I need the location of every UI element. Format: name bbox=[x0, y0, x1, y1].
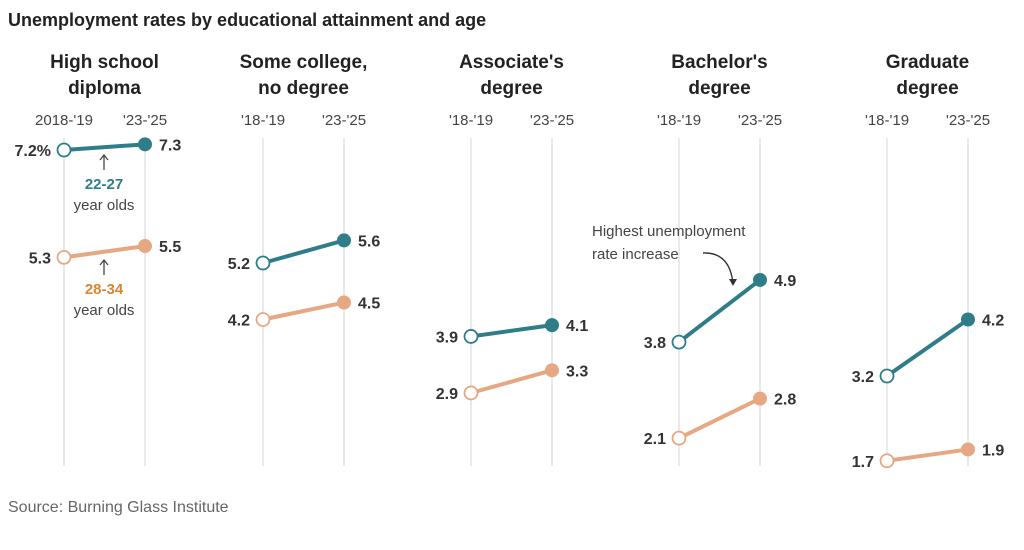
point-end-22-27 bbox=[138, 137, 152, 152]
data-label: 7.3 bbox=[159, 137, 181, 154]
point-start-28-34 bbox=[463, 385, 479, 401]
data-label: 7.2% bbox=[15, 143, 51, 160]
data-label: 4.2 bbox=[982, 313, 1004, 330]
data-label: 5.3 bbox=[29, 250, 51, 267]
panel-title: degree bbox=[480, 78, 542, 99]
point-end-28-34 bbox=[545, 363, 559, 378]
point-start-22-27 bbox=[879, 368, 895, 384]
slope-line-22-27 bbox=[677, 278, 762, 344]
data-label: 2.9 bbox=[436, 386, 458, 403]
panel-title: no degree bbox=[258, 78, 349, 99]
data-label: 1.9 bbox=[982, 442, 1004, 459]
curved-arrow-icon bbox=[702, 252, 734, 285]
period-label: '23-'25 bbox=[738, 112, 782, 129]
data-label: 4.2 bbox=[228, 313, 250, 330]
point-start-22-27 bbox=[463, 329, 479, 344]
annotation-text: Highest unemployment bbox=[592, 223, 746, 240]
slope-line-28-34 bbox=[63, 244, 146, 260]
arrow-icon bbox=[99, 153, 109, 161]
period-label: 2018-'19 bbox=[35, 112, 93, 129]
source-note: Source: Burning Glass Institute bbox=[8, 499, 229, 516]
panel-title: Some college, bbox=[240, 52, 368, 73]
data-label: 4.1 bbox=[566, 318, 588, 335]
data-label: 3.9 bbox=[436, 329, 458, 346]
slope-line-28-34 bbox=[470, 368, 553, 395]
slope-line-22-27 bbox=[470, 323, 553, 339]
panel-title: High school bbox=[50, 52, 159, 73]
arrowhead-icon bbox=[729, 279, 737, 286]
panel-title: diploma bbox=[68, 78, 141, 99]
slope-line-28-34 bbox=[262, 300, 345, 322]
period-label: '23-'25 bbox=[946, 112, 990, 129]
point-end-22-27 bbox=[545, 318, 559, 333]
panel-title: degree bbox=[896, 78, 958, 99]
point-start-28-34 bbox=[255, 312, 271, 327]
point-end-28-34 bbox=[753, 391, 767, 406]
point-end-28-34 bbox=[138, 239, 152, 254]
period-label: '18-'19 bbox=[241, 112, 285, 129]
group-sublabel: year olds bbox=[74, 197, 135, 214]
point-start-22-27 bbox=[671, 334, 687, 350]
data-label: 5.2 bbox=[228, 256, 250, 273]
point-end-28-34 bbox=[337, 295, 351, 310]
data-label: 2.1 bbox=[644, 431, 666, 448]
panel-title: Graduate bbox=[886, 52, 969, 73]
data-label: 1.7 bbox=[852, 454, 874, 471]
chart-title: Unemployment rates by educational attain… bbox=[8, 10, 487, 30]
period-label: '18-'19 bbox=[865, 112, 909, 129]
point-start-28-34 bbox=[879, 453, 895, 469]
slope-line-28-34 bbox=[886, 447, 969, 463]
data-label: 3.2 bbox=[852, 369, 874, 386]
point-end-28-34 bbox=[961, 442, 975, 457]
period-label: '18-'19 bbox=[449, 112, 493, 129]
point-end-22-27 bbox=[337, 233, 351, 248]
panel-title: Bachelor's bbox=[671, 52, 767, 73]
data-label: 4.5 bbox=[358, 296, 380, 313]
data-label: 5.5 bbox=[159, 239, 181, 256]
period-label: '23-'25 bbox=[123, 112, 167, 129]
panel-title: Associate's bbox=[459, 52, 564, 73]
period-label: '23-'25 bbox=[530, 112, 574, 129]
group-label: 22-27 bbox=[85, 176, 123, 193]
point-start-28-34 bbox=[671, 430, 687, 446]
period-label: '23-'25 bbox=[322, 112, 366, 129]
data-label: 4.9 bbox=[774, 273, 796, 290]
slope-line-22-27 bbox=[63, 142, 146, 152]
slope-line-22-27 bbox=[262, 238, 345, 265]
data-label: 3.3 bbox=[566, 363, 588, 380]
group-label: 28-34 bbox=[85, 281, 124, 298]
point-start-28-34 bbox=[56, 249, 72, 265]
panel-title: degree bbox=[688, 78, 750, 99]
arrow-icon bbox=[99, 258, 109, 266]
point-start-22-27 bbox=[56, 142, 72, 158]
point-end-22-27 bbox=[753, 272, 767, 287]
data-label: 5.6 bbox=[358, 233, 380, 250]
slope-line-28-34 bbox=[678, 396, 761, 440]
point-start-22-27 bbox=[255, 255, 271, 271]
group-sublabel: year olds bbox=[74, 302, 135, 319]
data-label: 3.8 bbox=[644, 335, 666, 352]
annotation-text: rate increase bbox=[592, 246, 679, 263]
slope-line-22-27 bbox=[885, 317, 970, 378]
period-label: '18-'19 bbox=[657, 112, 701, 129]
data-label: 2.8 bbox=[774, 392, 796, 409]
point-end-22-27 bbox=[961, 312, 975, 327]
